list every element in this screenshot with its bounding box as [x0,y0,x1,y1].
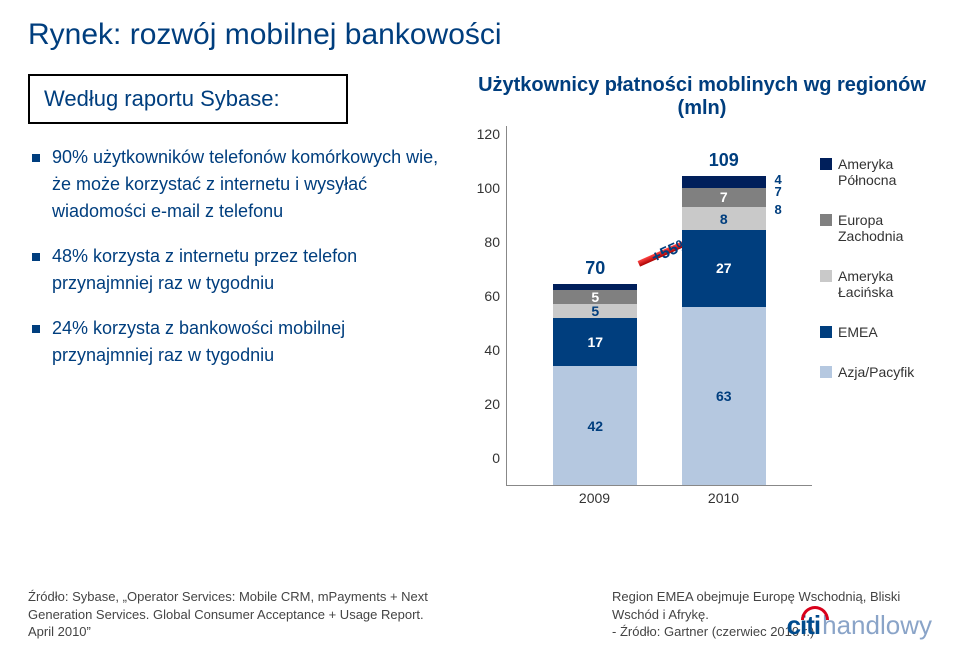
legend-swatch [820,214,832,226]
legend-item: Europa Zachodnia [820,212,932,244]
legend-swatch [820,270,832,282]
legend-label: Ameryka Łacińska [838,268,932,300]
bar-group: 109632787478 [682,176,766,485]
legend-item: Ameryka Północna [820,156,932,188]
logo-suffix: handlowy [822,610,932,640]
y-tick: 60 [484,288,500,304]
legend: Ameryka Północna Europa Zachodnia Ameryka … [812,126,932,506]
bar-segment: 42 [553,366,637,485]
y-tick: 0 [492,450,500,466]
chart-title: Użytkownicy płatności moblinych wg regio… [472,74,932,120]
legend-swatch [820,366,832,378]
bar-group: 70421755 [553,284,637,485]
bar-segment: 5 [553,290,637,304]
legend-swatch [820,158,832,170]
legend-item: Ameryka Łacińska [820,268,932,300]
bar-segment: 7 [682,188,766,208]
y-tick: 20 [484,396,500,412]
legend-label: Azja/Pacyfik [838,364,914,380]
plot-area: +55% 70421755109632787478 [506,126,812,486]
bar-total-label: 70 [553,258,637,279]
y-tick: 120 [477,126,500,142]
legend-item: EMEA [820,324,932,340]
subtitle-box: Według raportu Sybase: [28,74,348,124]
legend-label: Europa Zachodnia [838,212,932,244]
source-left: Źródło: Sybase, „Operator Services: Mobi… [28,588,428,641]
bar-total-label: 109 [682,150,766,171]
bar-segment [682,176,766,187]
bar-segment: 8 [682,207,766,230]
x-tick: 2009 [579,490,610,506]
bullet-list: 90% użytkowników telefonów komórkowych w… [28,144,448,369]
bar-segment: 5 [553,304,637,318]
content-row: Według raportu Sybase: 90% użytkowników … [28,74,932,506]
x-axis-labels: 2009 2010 [506,486,812,506]
legend-label: Ameryka Północna [838,156,932,188]
bar-segment: 17 [553,318,637,366]
subtitle: Według raportu Sybase: [44,86,332,112]
legend-label: EMEA [838,324,878,340]
y-tick: 80 [484,234,500,250]
legend-item: Azja/Pacyfik [820,364,932,380]
brand-logo: citihandlowy [787,610,932,641]
legend-swatch [820,326,832,338]
y-tick: 40 [484,342,500,358]
y-tick: 100 [477,180,500,196]
bullet-item: 90% użytkowników telefonów komórkowych w… [32,144,448,225]
bullet-item: 24% korzysta z bankowości mobilnej przyn… [32,315,448,369]
bullet-item: 48% korzysta z internetu przez telefon p… [32,243,448,297]
right-column: Użytkownicy płatności moblinych wg regio… [472,74,932,506]
page-title: Rynek: rozwój mobilnej bankowości [28,18,932,52]
bar-segment: 63 [682,307,766,486]
bar-side-label: 7 [775,184,782,199]
x-tick: 2010 [708,490,739,506]
bar-side-label: 8 [775,202,782,217]
bar-segment: 27 [682,230,766,307]
left-column: Według raportu Sybase: 90% użytkowników … [28,74,448,506]
y-axis: 120 100 80 60 40 20 0 [472,126,506,466]
chart-wrap: 120100806040200 +55% 7042175510963278747… [472,126,932,506]
